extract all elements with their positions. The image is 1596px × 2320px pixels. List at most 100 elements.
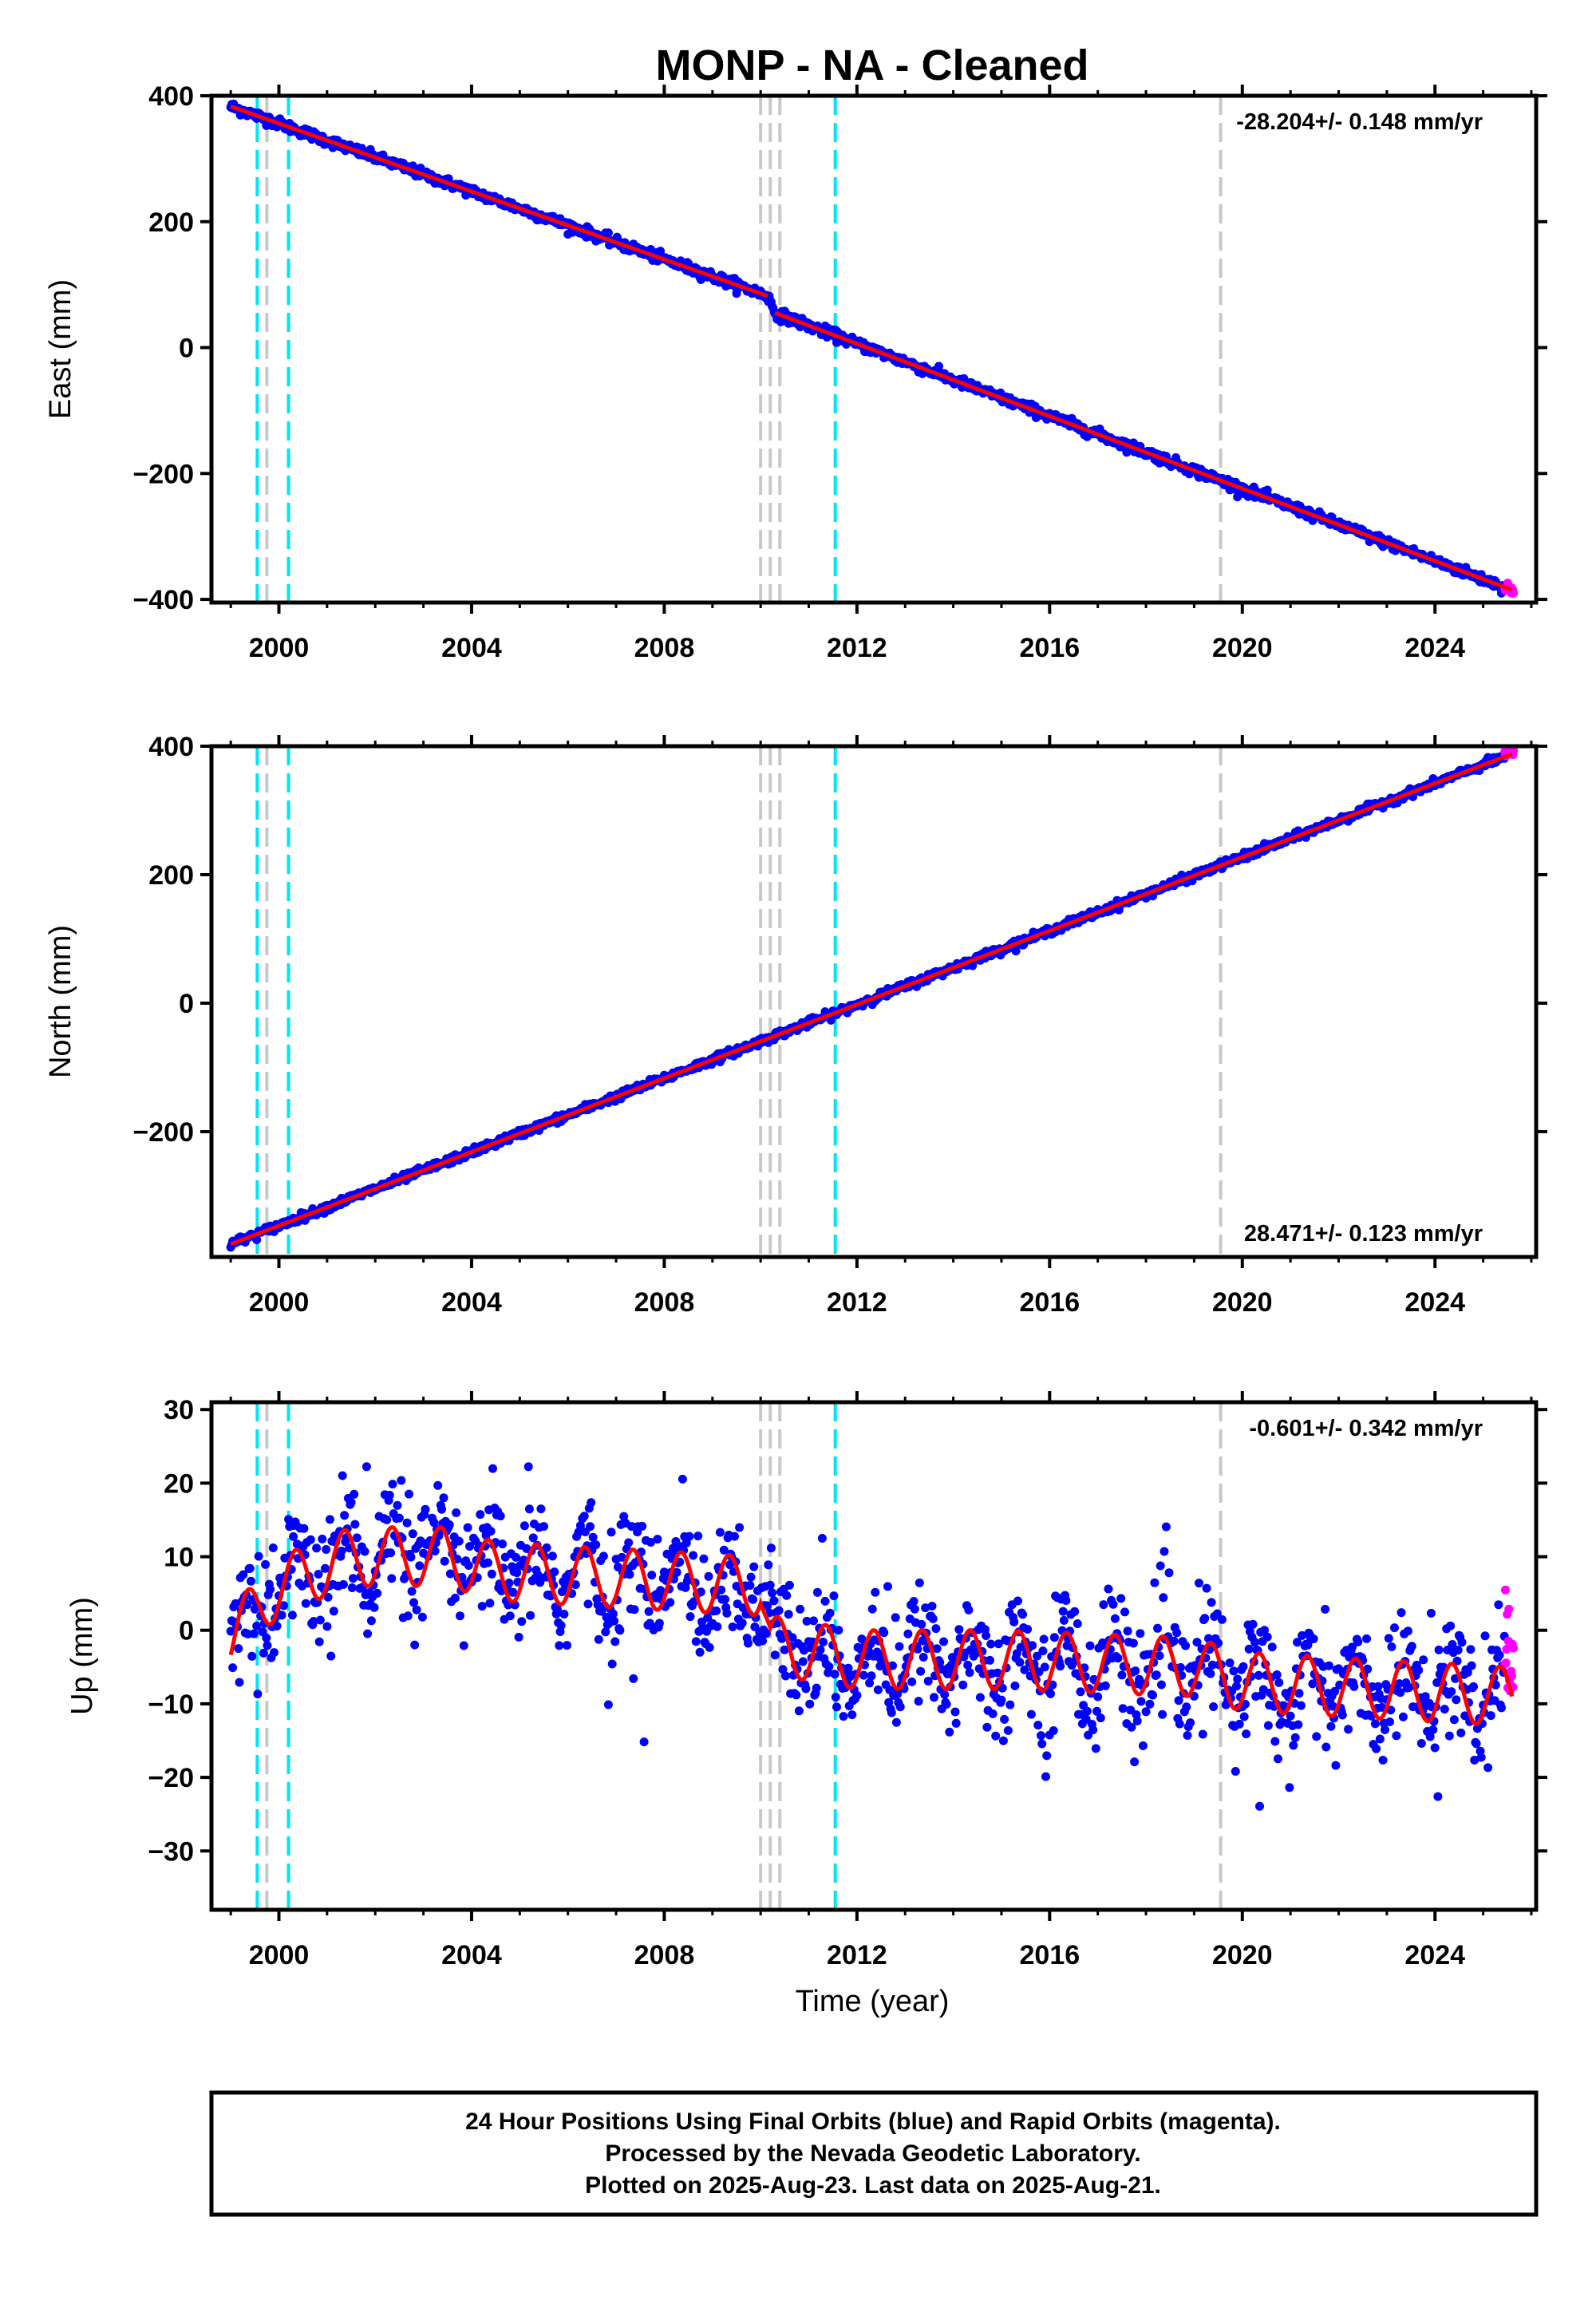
up-final-point [997,1695,1006,1705]
up-final-point [1331,1761,1341,1770]
up-final-point [847,1710,857,1720]
up-final-point [315,1615,325,1625]
up-final-point [445,1569,455,1579]
up-final-point [1392,1731,1401,1741]
up-final-point [465,1542,474,1551]
up-final-point [831,1693,840,1701]
up-final-point [1378,1756,1388,1765]
up-final-point [1250,1638,1259,1647]
up-final-point [312,1543,322,1553]
up-final-point [385,1491,394,1500]
up-final-point [1494,1600,1503,1610]
up-final-point [812,1683,821,1693]
up-final-point [722,1608,732,1618]
up-final-point [1398,1712,1408,1721]
up-final-point [893,1690,903,1699]
up-final-point [1457,1638,1467,1647]
up-final-point [672,1567,681,1577]
north-xtick-label: 2000 [249,1287,310,1318]
up-final-point [1239,1712,1249,1721]
east-ytick-label: 0 [179,334,194,364]
up-final-point [347,1583,357,1592]
up-final-point [715,1528,725,1537]
up-final-point [910,1604,919,1614]
up-final-point [928,1614,938,1623]
up-final-point [991,1731,1001,1741]
east-final-point [603,228,613,238]
east-model-fit-line [230,105,1513,592]
up-final-point [350,1520,360,1529]
up-final-point [780,1645,789,1654]
up-final-point [1387,1642,1396,1651]
up-final-point [1207,1660,1217,1670]
up-final-point [719,1545,729,1555]
up-final-point [583,1599,593,1609]
up-final-point [301,1599,310,1608]
up-final-point [539,1522,548,1532]
up-final-point [800,1646,808,1655]
up-ytick-label: 10 [164,1543,194,1573]
up-final-point [542,1543,551,1552]
up-ytick-label: 0 [179,1616,194,1646]
up-final-point [1000,1714,1009,1724]
up-final-point [918,1636,927,1646]
up-final-point [1058,1607,1068,1616]
up-final-point [1362,1634,1371,1643]
up-final-point [764,1560,773,1570]
up-final-point [607,1659,617,1669]
up-final-point [512,1568,522,1578]
up-final-point [712,1606,721,1615]
north-markers [255,746,1223,1257]
up-final-point [749,1595,757,1604]
up-final-point [279,1601,288,1611]
up-final-point [1434,1645,1444,1654]
up-final-point [1407,1642,1416,1651]
up-final-point [1274,1678,1284,1687]
up-final-point [705,1642,714,1652]
up-final-point [1349,1682,1359,1691]
up-final-point [895,1642,904,1651]
up-final-point [397,1476,406,1485]
up-final-point [1425,1732,1435,1741]
up-final-point [323,1592,333,1602]
up-final-point [788,1633,797,1642]
up-final-point [1428,1725,1438,1734]
up-final-point [1020,1665,1029,1674]
up-final-point [907,1677,917,1686]
up-final-point [879,1628,889,1638]
up-final-point [329,1607,338,1616]
east-xtick-label: 2004 [441,633,502,663]
up-final-point [1148,1690,1157,1700]
up-final-point [746,1572,756,1582]
up-final-point [1161,1522,1171,1532]
up-final-point [1013,1596,1022,1606]
up-final-point [914,1697,923,1706]
up-final-point [484,1558,492,1567]
up-final-point [1156,1680,1166,1690]
footer-line-2: Processed by the Nevada Geodetic Laborat… [605,2140,1140,2167]
up-final-point [965,1668,974,1678]
north-final-point [252,1235,262,1244]
up-final-point [1120,1607,1129,1617]
up-final-point [601,1627,610,1637]
up-final-point [737,1618,747,1628]
up-final-point [923,1677,933,1686]
up-final-point [644,1607,654,1616]
up-final-point [887,1708,896,1717]
up-final-point [547,1551,557,1561]
up-final-point [519,1521,529,1531]
up-final-point [1212,1609,1222,1618]
up-final-point [496,1512,505,1521]
up-final-point [1290,1733,1300,1742]
up-final-point [916,1666,926,1676]
up-final-point [1403,1626,1412,1636]
up-final-point [1198,1729,1207,1739]
up-final-point [1033,1651,1042,1661]
up-final-point [239,1570,248,1579]
up-final-point [550,1567,559,1577]
up-final-point [873,1685,883,1694]
up-final-point [927,1602,937,1611]
up-final-point [421,1504,430,1514]
up-final-point [299,1524,309,1533]
